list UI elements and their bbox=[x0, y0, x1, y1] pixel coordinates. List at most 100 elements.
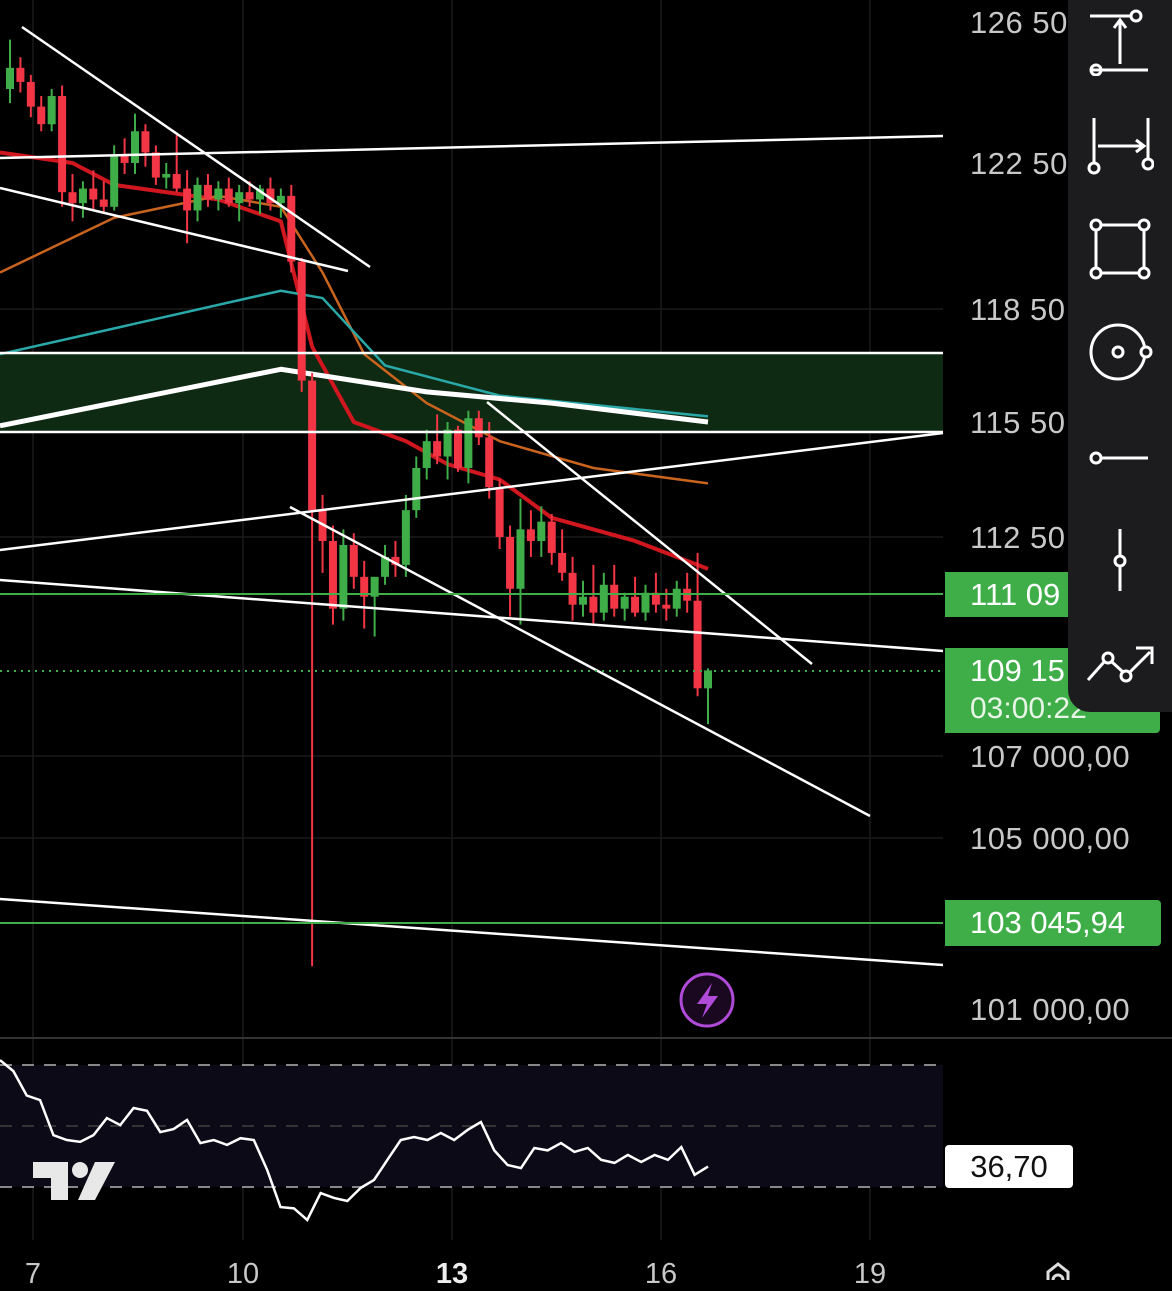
candle-body bbox=[203, 184, 212, 200]
candle bbox=[433, 414, 442, 465]
rectangle-tool-icon[interactable] bbox=[1086, 215, 1154, 283]
candle-body bbox=[474, 418, 483, 438]
candle bbox=[99, 181, 108, 215]
candle-body bbox=[183, 188, 192, 211]
candle bbox=[68, 173, 77, 222]
candle bbox=[183, 170, 192, 244]
candle-body bbox=[526, 529, 535, 541]
time-label: 19 bbox=[853, 1258, 887, 1290]
candle-body bbox=[412, 468, 421, 511]
candle bbox=[485, 422, 494, 499]
candle bbox=[453, 425, 462, 472]
candle-body bbox=[381, 556, 390, 577]
path-tool-icon[interactable] bbox=[1086, 630, 1154, 698]
candle bbox=[516, 498, 525, 625]
candle-body bbox=[485, 437, 494, 488]
candle-body bbox=[89, 188, 98, 200]
candle bbox=[89, 170, 98, 211]
support-price-badge: 103 045,94 bbox=[945, 900, 1161, 946]
candle-body bbox=[193, 184, 202, 211]
moving-average-orange bbox=[0, 194, 709, 485]
candle bbox=[297, 257, 306, 392]
candle bbox=[266, 177, 275, 211]
price-label: 112 50 bbox=[970, 520, 1066, 555]
candle bbox=[568, 556, 577, 621]
candle bbox=[704, 668, 712, 725]
candle bbox=[47, 88, 56, 132]
candle bbox=[172, 134, 181, 193]
candle bbox=[537, 506, 546, 557]
candle-body bbox=[235, 192, 244, 204]
time-label: 10 bbox=[226, 1258, 260, 1290]
candle bbox=[422, 429, 431, 480]
candle-body bbox=[47, 96, 56, 125]
candle bbox=[651, 572, 660, 613]
trendline bbox=[0, 431, 944, 552]
trendline bbox=[21, 25, 371, 269]
candle-body bbox=[162, 173, 171, 178]
candle-body bbox=[495, 487, 504, 537]
candle-body bbox=[78, 188, 87, 204]
candle-body bbox=[422, 441, 431, 468]
candle-body bbox=[589, 596, 598, 613]
horizontal-measure-icon[interactable] bbox=[1086, 112, 1154, 180]
candle-body bbox=[68, 192, 77, 204]
candle bbox=[193, 177, 202, 222]
candle-body bbox=[266, 188, 275, 204]
candle-body bbox=[120, 155, 129, 163]
candle-body bbox=[641, 592, 650, 613]
candle-body bbox=[558, 552, 567, 573]
candle-body bbox=[547, 521, 556, 553]
moving-average-white bbox=[0, 366, 709, 429]
candle bbox=[547, 514, 556, 565]
grid bbox=[0, 0, 943, 1240]
candle-body bbox=[610, 584, 619, 609]
candle bbox=[151, 145, 160, 185]
candle-body bbox=[151, 152, 160, 178]
candle bbox=[443, 422, 452, 480]
candle bbox=[6, 39, 14, 104]
candle-countdown: 03:00:22 bbox=[970, 692, 1087, 725]
candle-body bbox=[328, 540, 337, 609]
candle bbox=[401, 494, 410, 577]
candle-body bbox=[141, 131, 150, 153]
candle bbox=[672, 580, 681, 617]
candle bbox=[214, 181, 223, 211]
candle-body bbox=[506, 537, 515, 589]
candle-body bbox=[360, 576, 369, 597]
candle bbox=[610, 564, 619, 617]
candle bbox=[391, 540, 400, 577]
candles bbox=[6, 39, 712, 967]
price-label: 118 50 bbox=[970, 292, 1066, 327]
gear-icon[interactable] bbox=[1046, 1262, 1070, 1280]
vertical-line-icon[interactable] bbox=[1086, 527, 1154, 595]
candle bbox=[26, 74, 35, 118]
horizontal-ray-icon[interactable] bbox=[1086, 424, 1154, 492]
drawing-toolbar bbox=[1068, 0, 1172, 712]
candle-body bbox=[172, 173, 181, 189]
candle bbox=[78, 181, 87, 218]
candle-body bbox=[131, 131, 140, 163]
candle bbox=[235, 184, 244, 222]
candle bbox=[141, 124, 150, 167]
candle-body bbox=[672, 588, 681, 609]
candle-body bbox=[464, 418, 473, 468]
price-label: 115 50 bbox=[970, 405, 1066, 440]
rsi-line bbox=[0, 1059, 709, 1222]
drawings[interactable] bbox=[0, 25, 944, 967]
candle-body bbox=[26, 81, 35, 107]
candle bbox=[349, 533, 358, 589]
candle bbox=[328, 525, 337, 625]
candle-body bbox=[214, 188, 223, 200]
candle bbox=[599, 572, 608, 621]
circle-tool-icon[interactable] bbox=[1086, 318, 1154, 386]
candle bbox=[412, 456, 421, 518]
candle-body bbox=[568, 572, 577, 605]
vertical-measure-icon[interactable] bbox=[1086, 8, 1154, 76]
candle bbox=[641, 584, 650, 621]
moving-average-teal bbox=[0, 289, 709, 418]
candle bbox=[631, 576, 640, 617]
candle-body bbox=[276, 195, 285, 204]
lightning-icon[interactable] bbox=[679, 972, 735, 1028]
